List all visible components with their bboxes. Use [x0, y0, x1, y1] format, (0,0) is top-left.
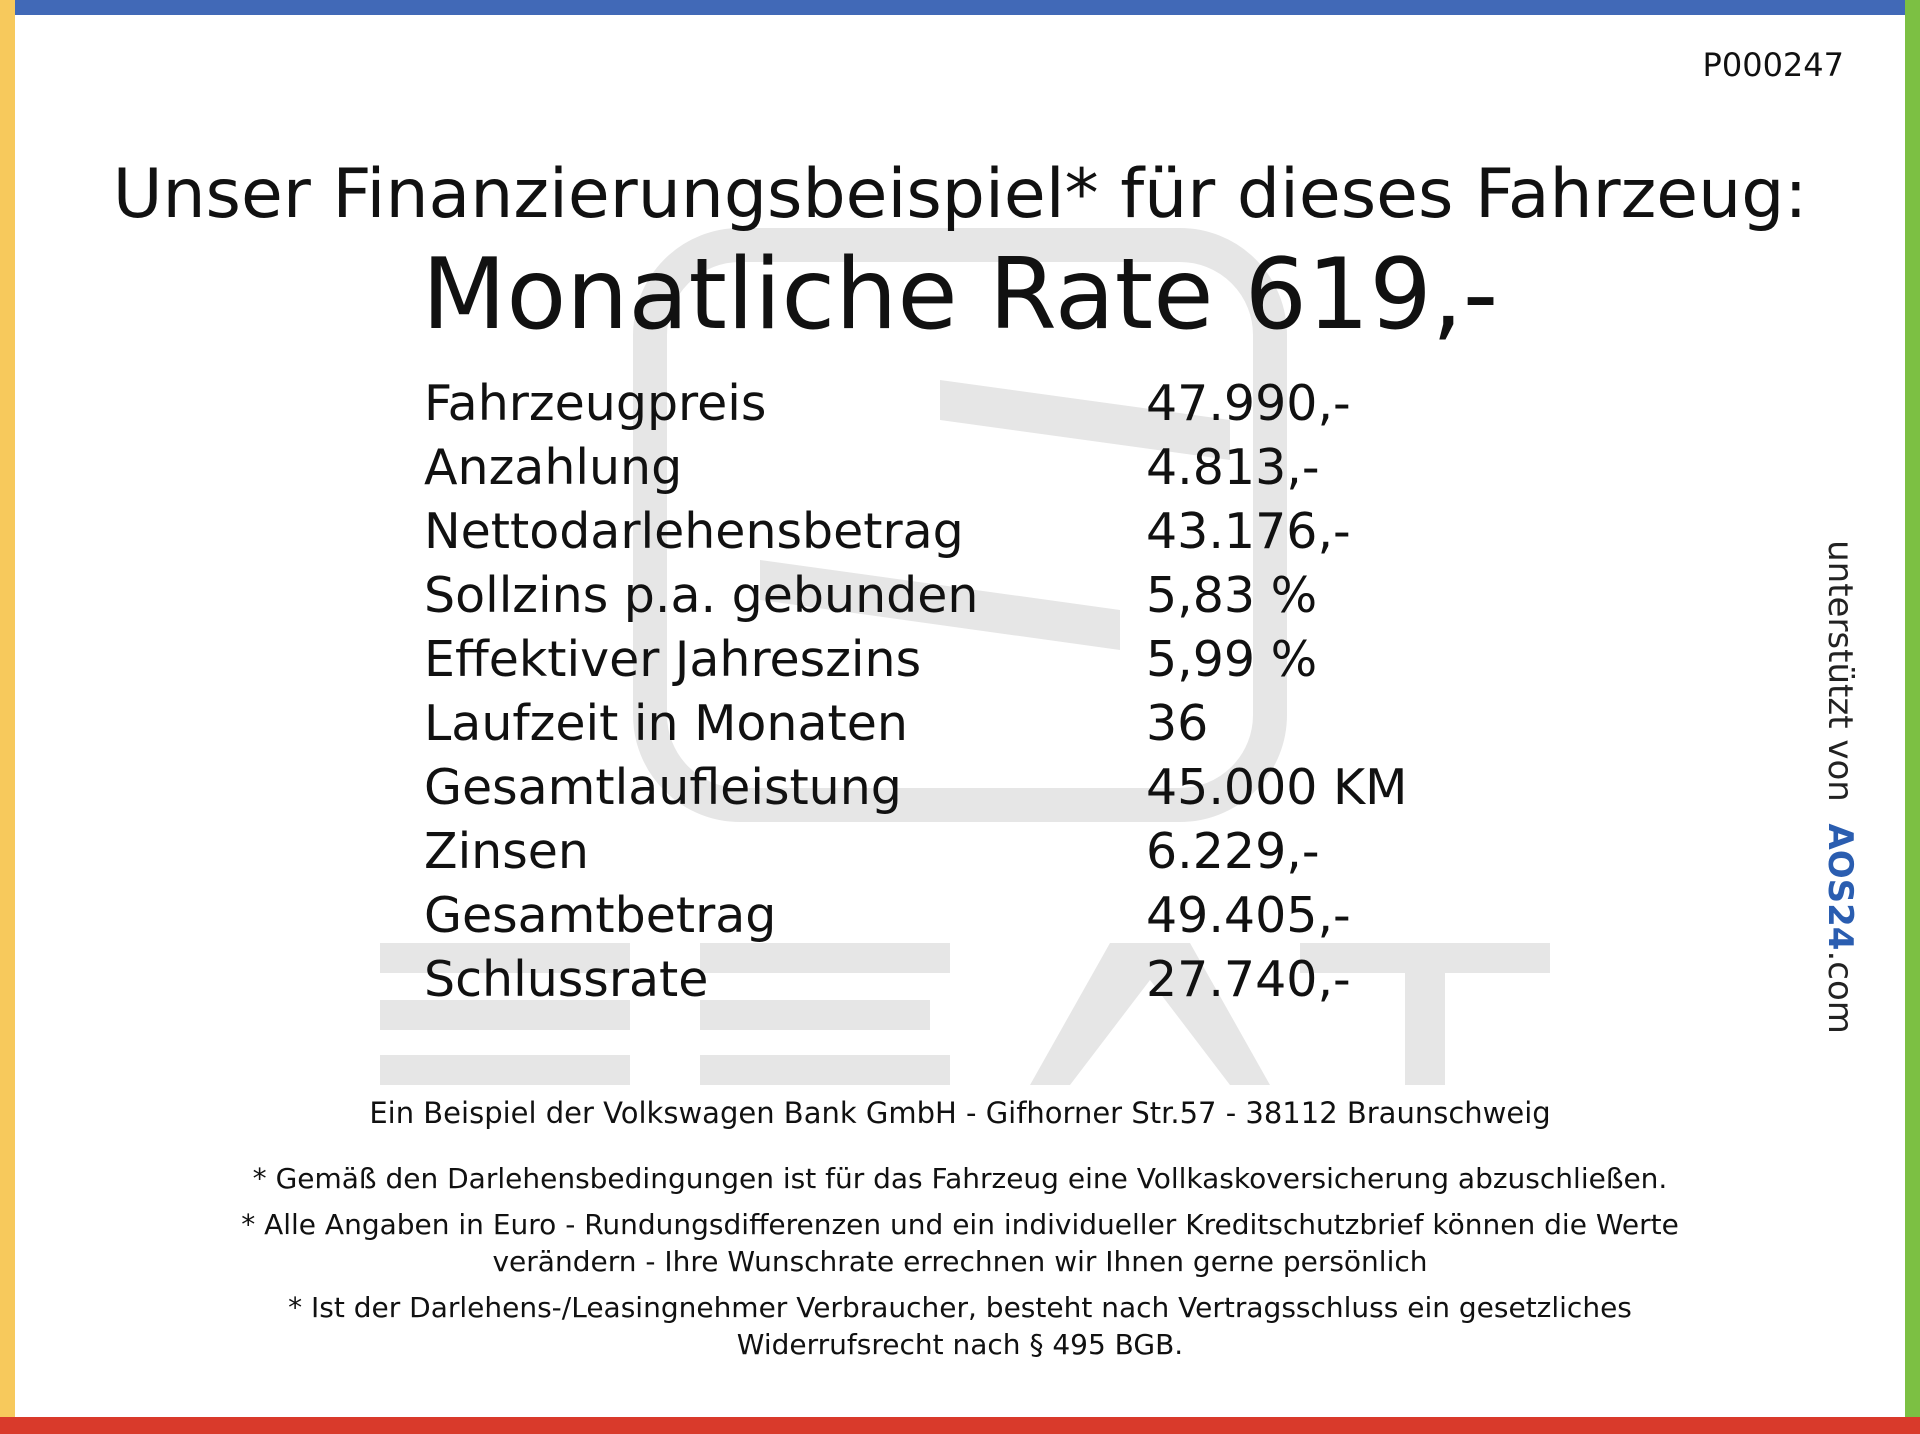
logo-letter: [700, 1055, 950, 1085]
logo-letter: [380, 1055, 630, 1085]
footer: Ein Beispiel der Volkswagen Bank GmbH - …: [0, 1096, 1920, 1372]
table-row: Gesamtbetrag 49.405,-: [424, 884, 1524, 948]
logo-shield: [633, 228, 1287, 822]
note: * Ist der Darlehens-/Leasingnehmer Verbr…: [0, 1289, 1920, 1363]
table-row: Anzahlung 4.813,-: [424, 436, 1524, 500]
row-label: Sollzins p.a. gebunden: [424, 567, 979, 624]
brand: AOS24: [1820, 823, 1860, 951]
document-id: P000247: [1702, 46, 1844, 84]
row-value: 6.229,-: [1146, 823, 1320, 880]
row-value: 45.000 KM: [1146, 759, 1408, 816]
row-label: Schlussrate: [424, 951, 709, 1008]
row-label: Effektiver Jahreszins: [424, 631, 922, 688]
table-row: Zinsen 6.229,-: [424, 820, 1524, 884]
row-label: Zinsen: [424, 823, 589, 880]
row-value: 5,83 %: [1146, 567, 1318, 624]
logo-stripe: [940, 380, 1230, 460]
table-row: Laufzeit in Monaten 36: [424, 692, 1524, 756]
sidebar: unterstützt von AOS24.com: [1820, 540, 1860, 1034]
table-row: Nettodarlehensbetrag 43.176,-: [424, 500, 1524, 564]
note: * Alle Angaben in Euro - Rundungsdiffere…: [0, 1206, 1920, 1280]
logo-stripe: [760, 560, 1120, 650]
top-bar: [0, 0, 1920, 15]
logo-letter: [1030, 943, 1270, 1085]
row-label: Gesamtlaufleistung: [424, 759, 902, 816]
row-value: 36: [1146, 695, 1209, 752]
row-label: Fahrzeugpreis: [424, 375, 767, 432]
finance-table: Fahrzeugpreis 47.990,- Anzahlung 4.813,- Net…: [424, 372, 1524, 1012]
note-line: Widerrufsrecht nach § 495 BGB.: [736, 1328, 1184, 1361]
monthly-rate: Monatliche Rate 619,-: [421, 238, 1499, 352]
row-value: 43.176,-: [1146, 503, 1351, 560]
notes: * Gemäß den Darlehensbedingungen ist für…: [0, 1160, 1920, 1363]
table-row: Gesamtlaufleistung 45.000 KM: [424, 756, 1524, 820]
logo-letter: [380, 943, 630, 973]
table-row: Schlussrate 27.740,-: [424, 948, 1524, 1012]
logo-letter: [700, 1000, 930, 1030]
row-value: 5,99 %: [1146, 631, 1318, 688]
row-label: Anzahlung: [424, 439, 683, 496]
logo-letter: [380, 1000, 630, 1030]
bottom-bar: [0, 1417, 1920, 1434]
note-line: * Alle Angaben in Euro - Rundungsdiffere…: [241, 1208, 1679, 1241]
lender-line: Ein Beispiel der Volkswagen Bank GmbH - …: [369, 1096, 1551, 1130]
row-label: Laufzeit in Monaten: [424, 695, 908, 752]
table-row: Effektiver Jahreszins 5,99 %: [424, 628, 1524, 692]
row-label: Gesamtbetrag: [424, 887, 777, 944]
logo-letter: [1405, 943, 1445, 1085]
left-bar: [0, 0, 15, 1434]
table-row: Fahrzeugpreis 47.990,-: [424, 372, 1524, 436]
sidebar-suffix: .com: [1820, 950, 1860, 1034]
sidebar-prefix: unterstützt von: [1820, 540, 1860, 802]
note-line: * Gemäß den Darlehensbedingungen ist für…: [252, 1162, 1668, 1195]
logo-letter: [700, 943, 950, 973]
row-value: 27.740,-: [1146, 951, 1351, 1008]
row-value: 4.813,-: [1146, 439, 1320, 496]
row-value: 47.990,-: [1146, 375, 1351, 432]
note-line: verändern - Ihre Wunschrate errechnen wi…: [492, 1245, 1428, 1278]
row-label: Nettodarlehensbetrag: [424, 503, 964, 560]
right-bar: [1905, 0, 1920, 1434]
note-line: * Ist der Darlehens-/Leasingnehmer Verbr…: [288, 1291, 1632, 1324]
row-value: 49.405,-: [1146, 887, 1351, 944]
table-row: Sollzins p.a. gebunden 5,83 %: [424, 564, 1524, 628]
note: * Gemäß den Darlehensbedingungen ist für…: [0, 1160, 1920, 1197]
title: Unser Finanzierungsbeispiel* für dieses …: [112, 155, 1808, 234]
